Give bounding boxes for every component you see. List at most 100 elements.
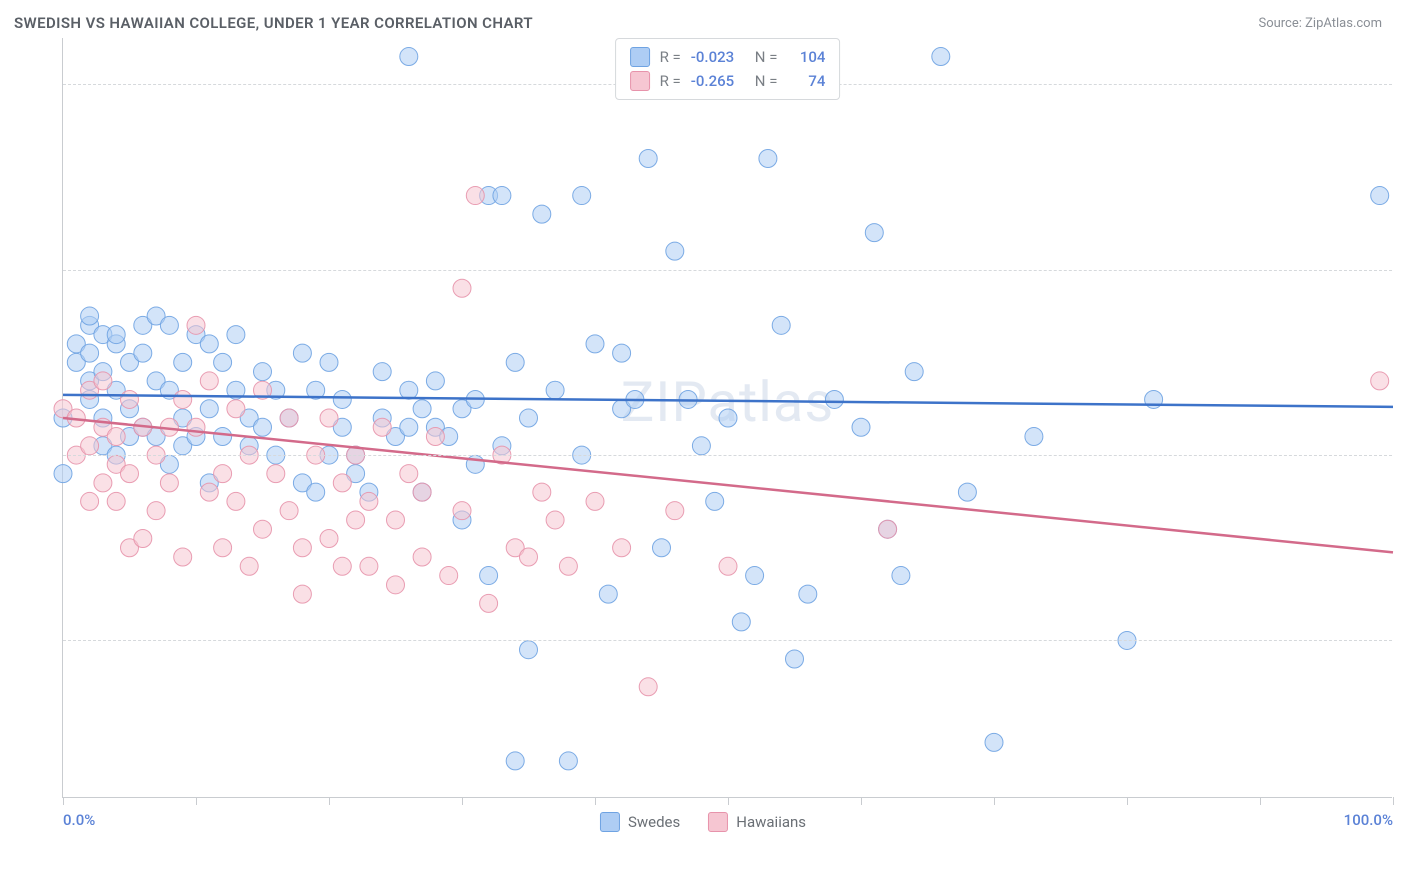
- scatter-point: [387, 576, 405, 594]
- scatter-point: [373, 363, 391, 381]
- scatter-point: [520, 641, 538, 659]
- scatter-point: [107, 326, 125, 344]
- scatter-point: [732, 613, 750, 631]
- scatter-point: [254, 363, 272, 381]
- scatter-point: [174, 548, 192, 566]
- x-tick: [994, 797, 995, 805]
- scatter-point: [81, 437, 99, 455]
- scatter-point: [214, 353, 232, 371]
- scatter-point: [200, 372, 218, 390]
- scatter-point: [892, 567, 910, 585]
- x-tick: [861, 797, 862, 805]
- trend-line: [63, 395, 1393, 407]
- scatter-point: [347, 511, 365, 529]
- x-tick-label-right: 100.0%: [1344, 811, 1393, 829]
- legend-swatch: [600, 812, 620, 832]
- scatter-point: [400, 381, 418, 399]
- x-tick: [1127, 797, 1128, 805]
- scatter-point: [520, 409, 538, 427]
- scatter-point: [320, 409, 338, 427]
- scatter-point: [559, 752, 577, 770]
- scatter-point: [254, 520, 272, 538]
- scatter-point: [400, 418, 418, 436]
- stat-n-value: 104: [787, 45, 825, 69]
- scatter-point: [293, 539, 311, 557]
- scatter-point: [493, 187, 511, 205]
- scatter-point: [121, 390, 139, 408]
- scatter-point: [932, 48, 950, 66]
- scatter-point: [200, 335, 218, 353]
- scatter-point: [333, 474, 351, 492]
- x-tick: [329, 797, 330, 805]
- source-name: ZipAtlas.com: [1305, 16, 1382, 31]
- scatter-point: [227, 326, 245, 344]
- scatter-point: [94, 372, 112, 390]
- series-legend: Swedes Hawaiians: [600, 812, 806, 832]
- legend-swatch: [630, 47, 650, 67]
- scatter-point: [480, 567, 498, 585]
- scatter-point: [320, 529, 338, 547]
- scatter-point: [506, 752, 524, 770]
- scatter-point: [200, 400, 218, 418]
- scatter-point: [825, 390, 843, 408]
- legend-label: Swedes: [628, 813, 680, 831]
- scatter-point: [879, 520, 897, 538]
- scatter-point: [280, 409, 298, 427]
- scatter-point: [387, 511, 405, 529]
- scatter-point: [187, 316, 205, 334]
- scatter-point: [692, 437, 710, 455]
- legend-stats-row: R =-0.023N =104: [630, 45, 826, 69]
- chart-header: SWEDISH VS HAWAIIAN COLLEGE, UNDER 1 YEA…: [0, 0, 1406, 38]
- scatter-point: [293, 585, 311, 603]
- scatter-point: [333, 390, 351, 408]
- scatter-point: [214, 428, 232, 446]
- legend-label: Hawaiians: [736, 813, 806, 831]
- scatter-point: [905, 363, 923, 381]
- scatter-point: [666, 502, 684, 520]
- scatter-point: [453, 279, 471, 297]
- stat-r-label: R =: [660, 69, 681, 93]
- scatter-point: [852, 418, 870, 436]
- x-tick: [196, 797, 197, 805]
- scatter-point: [1025, 428, 1043, 446]
- legend-stats-row: R =-0.265N =74: [630, 69, 826, 93]
- scatter-point: [81, 344, 99, 362]
- scatter-point: [94, 474, 112, 492]
- stat-r-label: R =: [660, 45, 681, 69]
- scatter-point: [453, 502, 471, 520]
- scatter-point: [440, 567, 458, 585]
- scatter-point: [240, 557, 258, 575]
- scatter-point: [772, 316, 790, 334]
- legend-swatch: [630, 71, 650, 91]
- scatter-point: [746, 567, 764, 585]
- scatter-point: [599, 585, 617, 603]
- scatter-point: [134, 344, 152, 362]
- scatter-point: [426, 428, 444, 446]
- scatter-point: [400, 48, 418, 66]
- scatter-point: [160, 474, 178, 492]
- scatter-point: [54, 465, 72, 483]
- scatter-point: [865, 224, 883, 242]
- x-tick: [63, 797, 64, 805]
- stat-n-value: 74: [787, 69, 825, 93]
- stat-r-value: -0.265: [691, 69, 745, 93]
- scatter-svg: [63, 38, 1393, 798]
- scatter-point: [719, 557, 737, 575]
- scatter-point: [413, 548, 431, 566]
- gridline: [63, 270, 1392, 271]
- scatter-point: [653, 539, 671, 557]
- scatter-point: [719, 409, 737, 427]
- scatter-point: [639, 678, 657, 696]
- legend-swatch: [708, 812, 728, 832]
- scatter-point: [480, 594, 498, 612]
- scatter-point: [107, 492, 125, 510]
- scatter-point: [174, 353, 192, 371]
- scatter-point: [214, 539, 232, 557]
- stat-n-label: N =: [755, 45, 778, 69]
- scatter-point: [799, 585, 817, 603]
- scatter-point: [586, 335, 604, 353]
- scatter-point: [267, 465, 285, 483]
- scatter-point: [413, 483, 431, 501]
- source-prefix: Source:: [1258, 16, 1305, 31]
- scatter-point: [320, 353, 338, 371]
